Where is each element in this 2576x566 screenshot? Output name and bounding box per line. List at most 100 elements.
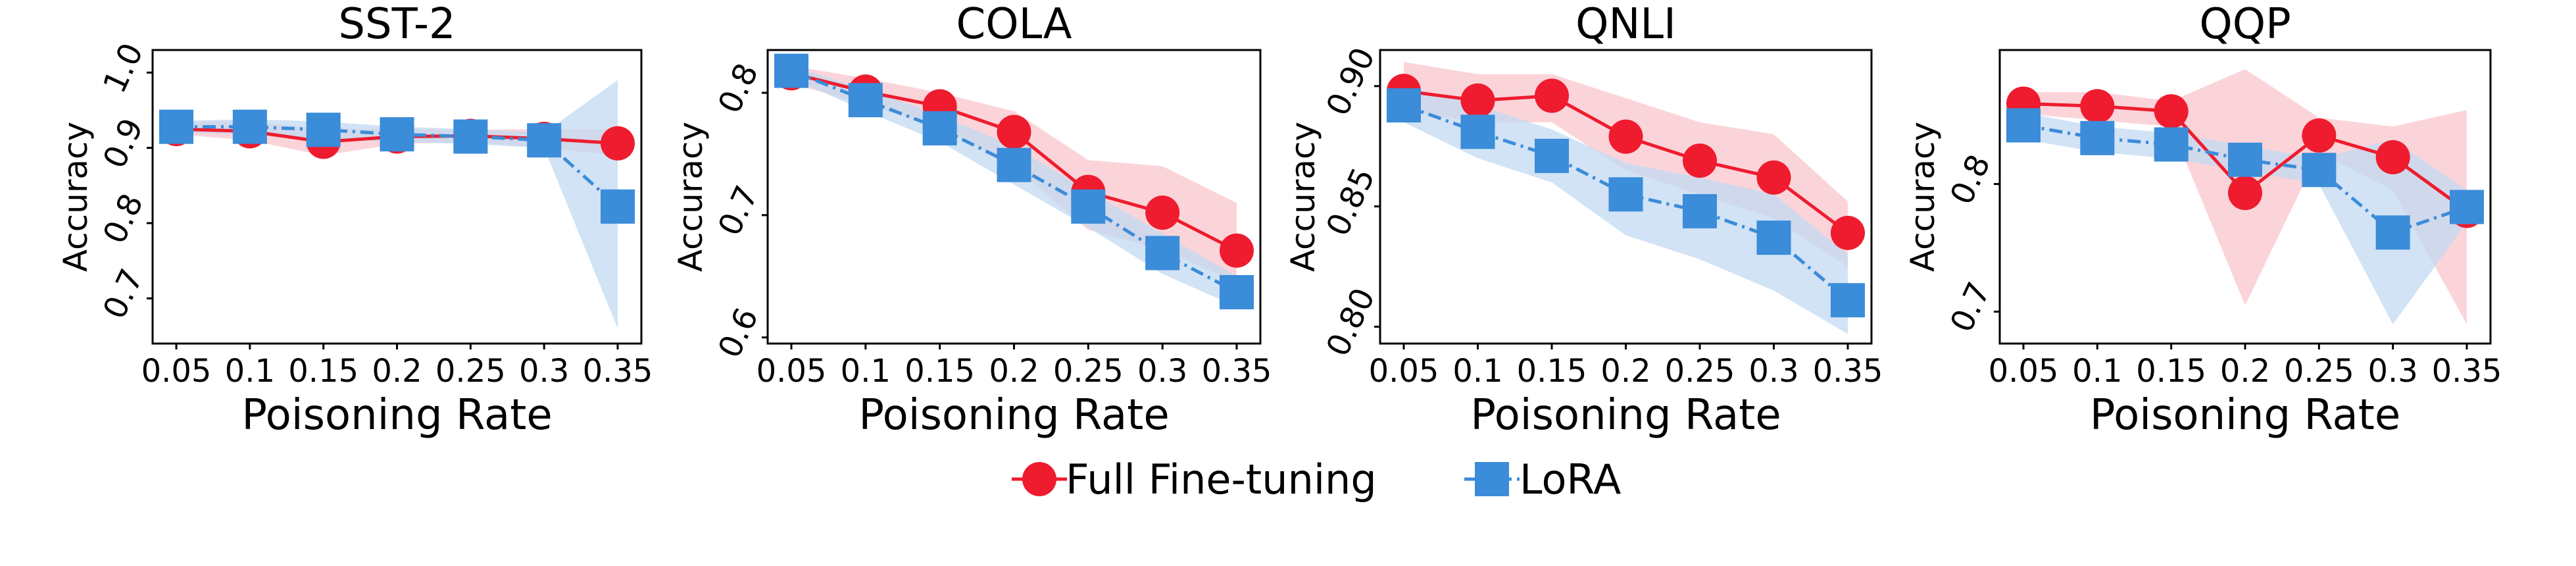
x-tick-label: 0.2 bbox=[1600, 353, 1650, 390]
x-tick-label: 0.1 bbox=[2072, 353, 2122, 390]
data-point-full-fine-tuning bbox=[997, 115, 1031, 149]
y-tick-label: 0.85 bbox=[1320, 163, 1383, 242]
data-point-lora bbox=[2375, 215, 2410, 250]
data-point-lora bbox=[1535, 138, 1569, 173]
confidence-band-lora bbox=[176, 80, 618, 329]
x-axis-label: Poisoning Rate bbox=[858, 391, 1169, 440]
y-tick-label: 0.7 bbox=[1943, 276, 1998, 338]
x-tick-label: 0.35 bbox=[1202, 353, 1272, 390]
panel-qnli: 0.05 0.1 0.15 0.2 0.25 0.3 0.35 0.80 0.85 0.90 QNL… bbox=[1284, 0, 1883, 440]
y-tick-label: 0.8 bbox=[1943, 149, 1998, 210]
data-point-full-fine-tuning bbox=[2154, 94, 2189, 129]
data-point-full-fine-tuning bbox=[1535, 78, 1569, 113]
data-point-lora bbox=[922, 111, 957, 145]
y-tick-label: 0.90 bbox=[1320, 42, 1383, 122]
x-tick-label: 0.2 bbox=[2220, 353, 2270, 390]
y-axis-label: Accuracy bbox=[1904, 122, 1942, 272]
data-point-lora bbox=[1071, 189, 1106, 224]
y-axis-label: Accuracy bbox=[1284, 122, 1322, 272]
x-tick-label: 0.3 bbox=[1748, 353, 1798, 390]
chart-title: SST-2 bbox=[338, 0, 455, 49]
data-point-lora bbox=[774, 53, 808, 88]
data-point-lora bbox=[1608, 177, 1643, 212]
y-tick-label: 0.8 bbox=[711, 58, 766, 119]
x-tick-label: 0.1 bbox=[1452, 353, 1502, 390]
data-point-full-fine-tuning bbox=[2228, 176, 2262, 211]
data-point-lora bbox=[159, 109, 193, 144]
y-tick-label: 0.7 bbox=[711, 180, 766, 242]
data-point-lora bbox=[232, 109, 267, 144]
confidence-band-lora bbox=[791, 66, 1237, 307]
chart-title: QNLI bbox=[1575, 0, 1676, 49]
data-point-lora bbox=[453, 119, 488, 154]
x-tick-label: 0.25 bbox=[1665, 353, 1735, 390]
x-tick-label: 0.35 bbox=[1813, 353, 1883, 390]
x-tick-label: 0.3 bbox=[2367, 353, 2417, 390]
x-tick-label: 0.15 bbox=[1517, 353, 1587, 390]
x-axis-label: Poisoning Rate bbox=[1470, 391, 1781, 440]
panel-sst-2: 0.05 0.1 0.15 0.2 0.25 0.3 0.35 0.7 0.8 0.9 1.0 SST… bbox=[57, 0, 653, 440]
x-tick-label: 0.35 bbox=[2432, 353, 2502, 390]
x-tick-label: 0.2 bbox=[372, 353, 422, 390]
legend-marker-lora bbox=[1475, 462, 1509, 496]
data-point-lora bbox=[2228, 142, 2262, 177]
x-tick-label: 0.15 bbox=[904, 353, 975, 390]
x-axis-label: Poisoning Rate bbox=[241, 391, 552, 440]
x-tick-label: 0.15 bbox=[288, 353, 359, 390]
data-point-full-fine-tuning bbox=[1460, 83, 1495, 118]
data-point-lora bbox=[2302, 153, 2337, 188]
x-tick-label: 0.05 bbox=[1989, 353, 2059, 390]
x-tick-label: 0.15 bbox=[2136, 353, 2206, 390]
confidence-band-lora bbox=[2023, 113, 2467, 324]
data-point-lora bbox=[380, 117, 414, 152]
x-tick-label: 0.1 bbox=[225, 353, 275, 390]
x-axis-label: Poisoning Rate bbox=[2090, 391, 2400, 440]
panel-cola: 0.05 0.1 0.15 0.2 0.25 0.3 0.350.60.70.8COLAPo… bbox=[672, 0, 1272, 440]
data-point-full-fine-tuning bbox=[2302, 118, 2337, 153]
x-tick-label: 0.05 bbox=[756, 353, 827, 390]
legend: Full Fine-tuning LoRA bbox=[1012, 455, 1621, 503]
data-point-lora bbox=[1460, 115, 1495, 149]
x-tick-label: 0.25 bbox=[2284, 353, 2354, 390]
data-point-full-fine-tuning bbox=[2375, 140, 2410, 174]
data-point-lora bbox=[601, 189, 635, 224]
data-point-full-fine-tuning bbox=[2080, 89, 2115, 124]
y-tick-label: 1.0 bbox=[96, 38, 151, 99]
data-point-lora bbox=[1387, 88, 1421, 123]
x-tick-label: 0.1 bbox=[841, 353, 891, 390]
data-point-lora bbox=[2006, 108, 2041, 143]
data-point-full-fine-tuning bbox=[1683, 143, 1717, 178]
legend-label-full-fine-tuning: Full Fine-tuning bbox=[1066, 455, 1377, 503]
panel-qqp: 0.05 0.1 0.15 0.2 0.25 0.3 0.35 0.7 0.8 QQP Poison… bbox=[1904, 0, 2502, 440]
data-point-full-fine-tuning bbox=[1220, 233, 1254, 268]
data-point-full-fine-tuning bbox=[1831, 215, 1865, 250]
x-tick-label: 0.3 bbox=[519, 353, 569, 390]
data-point-lora bbox=[1831, 283, 1865, 318]
y-tick-label: 0.8 bbox=[96, 188, 151, 249]
y-axis-label: Accuracy bbox=[672, 122, 710, 272]
chart-title: COLA bbox=[956, 0, 1072, 49]
data-point-lora bbox=[1683, 193, 1717, 228]
data-point-full-fine-tuning bbox=[1756, 160, 1791, 195]
legend-label-lora: LoRA bbox=[1520, 455, 1621, 503]
data-point-lora bbox=[2080, 120, 2115, 155]
data-point-lora bbox=[1145, 236, 1180, 270]
chart-panels: 0.05 0.1 0.15 0.2 0.25 0.3 0.35 0.7 0.8 0.9 1.0 SST… bbox=[57, 0, 2502, 440]
chart-title: QQP bbox=[2199, 0, 2291, 49]
y-axis-label: Accuracy bbox=[57, 122, 95, 272]
x-tick-label: 0.05 bbox=[1369, 353, 1439, 390]
data-point-lora bbox=[2154, 127, 2189, 162]
data-point-lora bbox=[1220, 274, 1254, 309]
data-point-full-fine-tuning bbox=[1145, 195, 1180, 230]
data-point-lora bbox=[848, 83, 883, 118]
data-point-lora bbox=[527, 123, 562, 158]
x-tick-label: 0.25 bbox=[435, 353, 506, 390]
x-tick-label: 0.25 bbox=[1053, 353, 1124, 390]
x-tick-label: 0.3 bbox=[1137, 353, 1187, 390]
x-tick-label: 0.35 bbox=[583, 353, 653, 390]
data-point-lora bbox=[1756, 220, 1791, 255]
y-tick-label: 0.7 bbox=[96, 263, 151, 324]
data-point-lora bbox=[306, 113, 341, 147]
y-tick-label: 0.80 bbox=[1320, 282, 1383, 362]
x-tick-label: 0.2 bbox=[989, 353, 1039, 390]
